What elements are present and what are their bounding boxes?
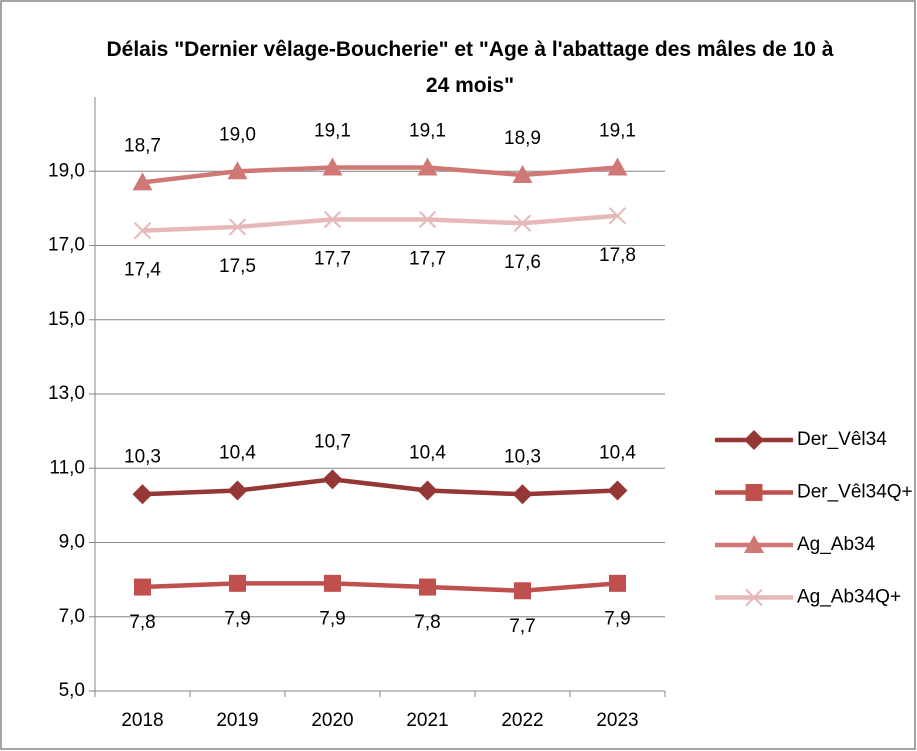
legend-marker: [745, 484, 763, 501]
x-tick-label: 2018: [121, 710, 163, 731]
data-label: 19,1: [599, 121, 636, 142]
marker: [322, 157, 343, 176]
data-label: 7,8: [414, 612, 440, 633]
data-label: 7,9: [224, 608, 250, 629]
legend-label: Ag_Ab34: [797, 534, 876, 555]
marker: [229, 574, 246, 592]
chart-title: Délais "Dernier vêlage-Boucherie" et "Ag…: [106, 38, 834, 97]
marker: [608, 207, 627, 225]
x-tick-label: 2019: [216, 710, 258, 731]
series-line: [142, 165, 618, 185]
marker: [322, 469, 343, 490]
data-label: 18,9: [504, 128, 541, 149]
marker: [419, 578, 436, 596]
data-label: 17,7: [314, 249, 351, 270]
x-tick-label: 2020: [311, 710, 353, 731]
marker: [132, 172, 153, 191]
y-tick-label: 11,0: [49, 457, 85, 478]
data-label: 7,9: [604, 608, 630, 629]
marker: [227, 480, 248, 501]
x-tick-label: 2023: [596, 710, 638, 731]
y-tick-label: 7,0: [59, 606, 85, 627]
marker: [607, 157, 628, 176]
data-label: 19,0: [219, 124, 256, 145]
data-label: 17,6: [504, 252, 541, 273]
marker: [134, 578, 151, 596]
data-label: 17,8: [599, 245, 636, 266]
data-label: 10,4: [219, 443, 256, 464]
marker: [324, 574, 341, 592]
marker: [513, 214, 532, 232]
marker: [228, 218, 247, 236]
y-tick-label: 13,0: [48, 383, 85, 404]
y-tick-label: 17,0: [48, 235, 85, 256]
data-label: 10,4: [409, 443, 446, 464]
marker: [323, 210, 342, 229]
data-label: 10,7: [314, 431, 351, 452]
data-label: 17,7: [409, 249, 446, 270]
marker: [227, 161, 248, 180]
x-tick-label: 2021: [406, 710, 448, 731]
data-label: 10,4: [599, 443, 636, 464]
y-tick-label: 15,0: [48, 309, 85, 330]
marker: [133, 221, 152, 240]
marker: [417, 480, 438, 501]
legend-label: Der_Vêl34: [797, 429, 887, 450]
data-label: 17,5: [219, 256, 256, 277]
y-tick-label: 19,0: [48, 160, 85, 181]
marker: [609, 574, 626, 592]
series-line: [142, 213, 618, 233]
x-tick-label: 2022: [501, 710, 543, 731]
marker: [418, 210, 437, 229]
data-label: 10,3: [124, 446, 161, 467]
marker: [417, 157, 438, 176]
data-label: 7,9: [319, 608, 345, 629]
data-label: 7,8: [129, 612, 155, 633]
data-label: 19,1: [314, 121, 351, 142]
y-tick-label: 9,0: [59, 532, 85, 553]
legend-marker: [744, 535, 764, 553]
data-label: 19,1: [409, 121, 446, 142]
marker: [607, 480, 628, 501]
legend-label: Ag_Ab34Q+: [797, 587, 901, 608]
data-label: 17,4: [124, 260, 161, 281]
marker: [132, 484, 153, 505]
marker: [512, 484, 533, 505]
data-label: 7,7: [509, 616, 535, 637]
legend-marker: [745, 588, 763, 607]
data-label: 10,3: [504, 446, 541, 467]
marker: [512, 164, 533, 183]
data-label: 18,7: [124, 135, 161, 156]
y-tick-label: 5,0: [59, 680, 85, 701]
marker: [514, 582, 531, 600]
legend-marker: [744, 430, 764, 450]
legend-label: Der_Vêl34Q+: [797, 482, 913, 503]
series-line: [142, 581, 618, 594]
series-line: [142, 477, 618, 497]
